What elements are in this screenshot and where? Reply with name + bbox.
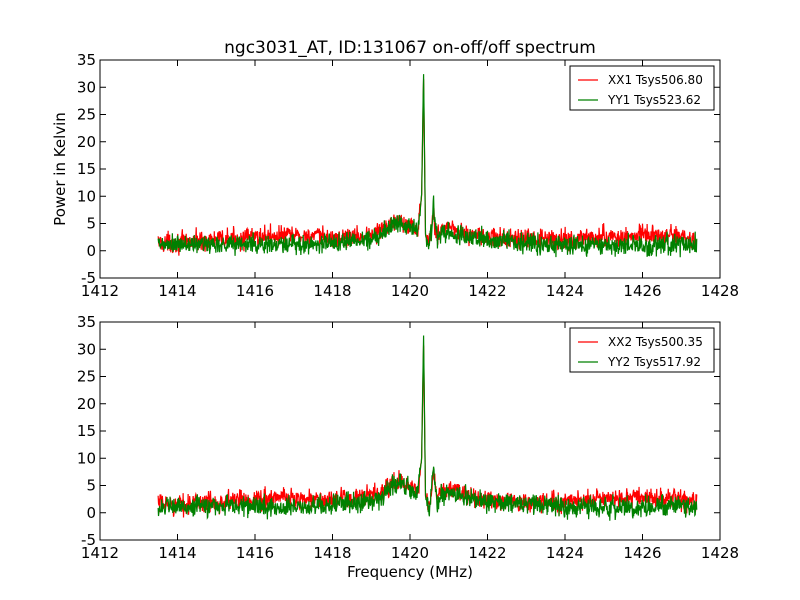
x-tick-label: 1412 [81,544,119,562]
y-tick-label: 10 [77,449,96,467]
x-tick-label: 1414 [158,544,196,562]
y-tick-label: 35 [77,51,96,69]
x-tick-label: 1416 [236,282,274,300]
legend-entry: XX2 Tsys500.35 [608,335,703,349]
y-tick-label: 10 [77,187,96,205]
series-lines [157,74,698,258]
x-tick-label: 1416 [236,544,274,562]
y-tick-label: 35 [77,313,96,331]
y-tick-label: 0 [86,242,96,260]
x-tick-label: 1412 [81,282,119,300]
spectrum-panel-bottom: 1412 1414 1416 1418 1420 1422 1424 1426 1428 -5 0 5… [77,313,739,581]
x-tick-label: 1422 [468,282,506,300]
y-tick-label: 30 [77,340,96,358]
x-tick-label: 1428 [701,544,739,562]
x-tick-label: 1418 [313,282,351,300]
legend: XX2 Tsys500.35 YY2 Tsys517.92 [569,327,715,373]
x-tick-label: 1420 [391,282,429,300]
x-tick-label: 1418 [313,544,351,562]
y-tick-label: 5 [86,477,96,495]
y-tick-label: 30 [77,78,96,96]
spectrum-panel-top: 1412 1414 1416 1418 1420 1422 1424 1426 1428 -5 0 5… [51,51,739,300]
series-line-yy [157,74,698,258]
x-axis-label: Frequency (MHz) [347,563,473,581]
y-tick-label: -5 [81,531,96,549]
y-tick-label: 15 [77,160,96,178]
legend-entry: YY2 Tsys517.92 [607,355,701,369]
x-tick-label: 1414 [158,282,196,300]
y-axis-label: Power in Kelvin [51,112,69,226]
x-tick-label: 1426 [623,282,661,300]
legend: XX1 Tsys506.80 YY1 Tsys523.62 [569,65,715,111]
y-tick-label: 20 [77,133,96,151]
y-tick-label: 25 [77,368,96,386]
legend-box [569,327,715,373]
x-tick-label: 1428 [701,282,739,300]
x-tick-label: 1424 [546,544,584,562]
y-tick-label: 5 [86,215,96,233]
y-tick-label: 25 [77,106,96,124]
legend-entry: XX1 Tsys506.80 [608,73,703,87]
x-tick-label: 1424 [546,282,584,300]
legend-entry: YY1 Tsys523.62 [607,93,701,107]
y-tick-label: 15 [77,422,96,440]
series-lines [157,335,698,521]
y-tick-label: -5 [81,269,96,287]
series-line-yy [157,335,698,521]
x-tick-label: 1420 [391,544,429,562]
y-tick-label: 20 [77,395,96,413]
y-tick-label: 0 [86,504,96,522]
x-tick-label: 1426 [623,544,661,562]
figure-title: ngc3031_AT, ID:131067 on-off/off spectru… [224,38,596,58]
x-tick-label: 1422 [468,544,506,562]
legend-box [569,65,715,111]
